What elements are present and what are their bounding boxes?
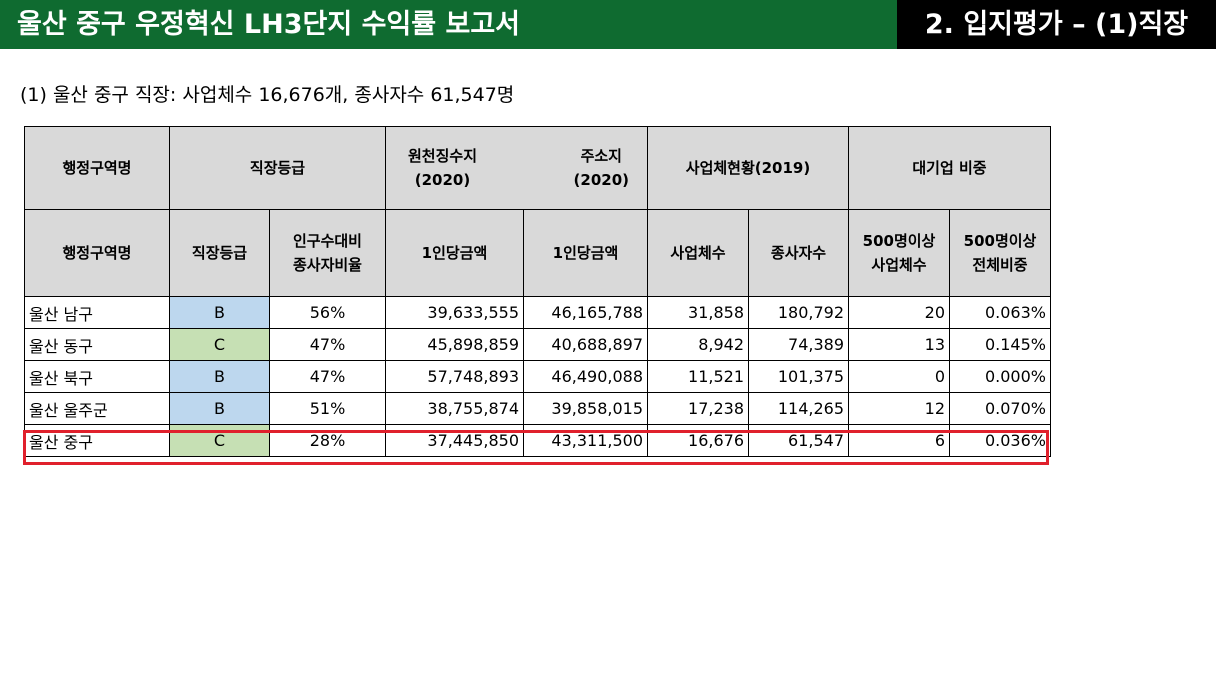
table-row: 울산 남구 B 56% 39,633,555 46,165,788 31,858… — [24, 296, 1051, 329]
large-count-cell: 12 — [848, 392, 950, 425]
grade-cell: C — [169, 328, 270, 361]
address-cell: 46,165,788 — [523, 296, 648, 329]
workplace-table: 행정구역명 직장등급 원천징수지 (2020) 주소지 (2020) 사업체현황(2… — [24, 126, 1051, 457]
ratio-cell: 56% — [269, 296, 386, 329]
header-row-2: 행정구역명 직장등급 인구수대비 종사자비율 1인당금액 1인당금액 사업체수 종… — [24, 209, 1051, 297]
header2-large-share: 500명이상 전체비중 — [949, 209, 1051, 297]
header2-ratio: 인구수대비 종사자비율 — [269, 209, 386, 297]
ratio-cell: 28% — [269, 424, 386, 457]
biz-count-cell: 31,858 — [647, 296, 749, 329]
employees-cell: 61,547 — [748, 424, 849, 457]
grade-cell: B — [169, 392, 270, 425]
table-row-highlighted: 울산 중구 C 28% 37,445,850 43,311,500 16,676… — [24, 424, 1051, 457]
employees-cell: 74,389 — [748, 328, 849, 361]
header2-employees: 종사자수 — [748, 209, 849, 297]
large-share-cell: 0.070% — [949, 392, 1051, 425]
district-cell: 울산 울주군 — [24, 392, 170, 425]
grade-cell: C — [169, 424, 270, 457]
table-row: 울산 동구 C 47% 45,898,859 40,688,897 8,942 … — [24, 328, 1051, 361]
header2-large-count: 500명이상 사업체수 — [848, 209, 950, 297]
table-row: 울산 북구 B 47% 57,748,893 46,490,088 11,521… — [24, 360, 1051, 393]
grade-cell: B — [169, 360, 270, 393]
district-cell: 울산 남구 — [24, 296, 170, 329]
section-tag: 2. 입지평가 – (1)직장 — [897, 0, 1216, 49]
header2-grade: 직장등급 — [169, 209, 270, 297]
withholding-cell: 57,748,893 — [385, 360, 524, 393]
grade-cell: B — [169, 296, 270, 329]
withholding-cell: 39,633,555 — [385, 296, 524, 329]
biz-count-cell: 16,676 — [647, 424, 749, 457]
address-cell: 43,311,500 — [523, 424, 648, 457]
ratio-cell: 51% — [269, 392, 386, 425]
report-title: 울산 중구 우정혁신 LH3단지 수익률 보고서 — [17, 9, 521, 40]
header2-biz-count: 사업체수 — [647, 209, 749, 297]
employees-cell: 101,375 — [748, 360, 849, 393]
biz-count-cell: 11,521 — [647, 360, 749, 393]
table-row: 울산 울주군 B 51% 38,755,874 39,858,015 17,23… — [24, 392, 1051, 425]
large-count-cell: 6 — [848, 424, 950, 457]
ratio-cell: 47% — [269, 360, 386, 393]
section-subtitle: (1) 울산 중구 직장: 사업체수 16,676개, 종사자수 61,547명 — [20, 84, 515, 106]
header-address: 주소지 (2020) — [573, 147, 629, 189]
district-cell: 울산 동구 — [24, 328, 170, 361]
district-cell: 울산 중구 — [24, 424, 170, 457]
district-cell: 울산 북구 — [24, 360, 170, 393]
header-row-1: 행정구역명 직장등급 원천징수지 (2020) 주소지 (2020) 사업체현황(2… — [24, 126, 1051, 210]
large-count-cell: 20 — [848, 296, 950, 329]
header-grade: 직장등급 — [169, 126, 386, 210]
ratio-cell: 47% — [269, 328, 386, 361]
large-share-cell: 0.063% — [949, 296, 1051, 329]
header-income-source: 원천징수지 (2020) 주소지 (2020) — [385, 126, 648, 210]
header-large: 대기업 비중 — [848, 126, 1051, 210]
biz-count-cell: 8,942 — [647, 328, 749, 361]
large-share-cell: 0.036% — [949, 424, 1051, 457]
withholding-cell: 45,898,859 — [385, 328, 524, 361]
biz-count-cell: 17,238 — [647, 392, 749, 425]
employees-cell: 114,265 — [748, 392, 849, 425]
address-cell: 46,490,088 — [523, 360, 648, 393]
header-bar: 울산 중구 우정혁신 LH3단지 수익률 보고서 2. 입지평가 – (1)직장 — [0, 0, 1216, 49]
large-share-cell: 0.000% — [949, 360, 1051, 393]
header2-per-capita-address: 1인당금액 — [523, 209, 648, 297]
large-share-cell: 0.145% — [949, 328, 1051, 361]
header-district: 행정구역명 — [24, 126, 170, 210]
large-count-cell: 13 — [848, 328, 950, 361]
header-withholding: 원천징수지 (2020) — [408, 147, 478, 189]
header2-district: 행정구역명 — [24, 209, 170, 297]
employees-cell: 180,792 — [748, 296, 849, 329]
address-cell: 40,688,897 — [523, 328, 648, 361]
withholding-cell: 37,445,850 — [385, 424, 524, 457]
address-cell: 39,858,015 — [523, 392, 648, 425]
header-business: 사업체현황(2019) — [647, 126, 849, 210]
large-count-cell: 0 — [848, 360, 950, 393]
withholding-cell: 38,755,874 — [385, 392, 524, 425]
header2-per-capita-withholding: 1인당금액 — [385, 209, 524, 297]
